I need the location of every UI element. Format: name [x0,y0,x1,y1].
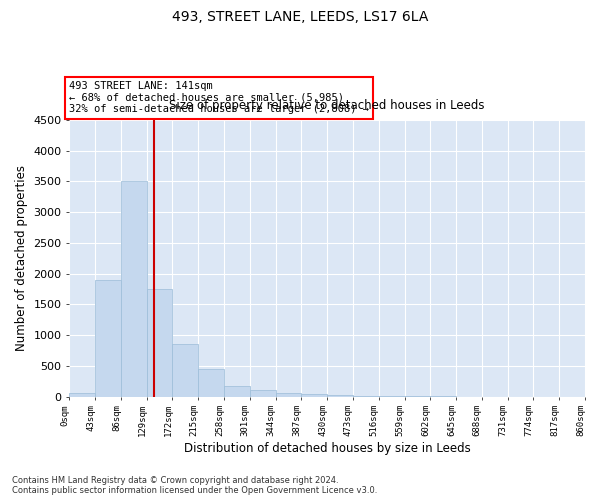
Title: Size of property relative to detached houses in Leeds: Size of property relative to detached ho… [169,99,485,112]
Bar [301,394,327,396]
Bar [224,386,250,396]
Bar [70,394,95,396]
X-axis label: Distribution of detached houses by size in Leeds: Distribution of detached houses by size … [184,442,470,455]
Bar [275,392,301,396]
Bar [95,280,121,396]
Bar [121,182,146,396]
Bar [198,369,224,396]
Y-axis label: Number of detached properties: Number of detached properties [15,165,28,351]
Bar [172,344,198,397]
Bar [250,390,275,396]
Text: 493 STREET LANE: 141sqm
← 68% of detached houses are smaller (5,985)
32% of semi: 493 STREET LANE: 141sqm ← 68% of detache… [70,81,370,114]
Text: 493, STREET LANE, LEEDS, LS17 6LA: 493, STREET LANE, LEEDS, LS17 6LA [172,10,428,24]
Text: Contains HM Land Registry data © Crown copyright and database right 2024.
Contai: Contains HM Land Registry data © Crown c… [12,476,377,495]
Bar [146,289,172,397]
